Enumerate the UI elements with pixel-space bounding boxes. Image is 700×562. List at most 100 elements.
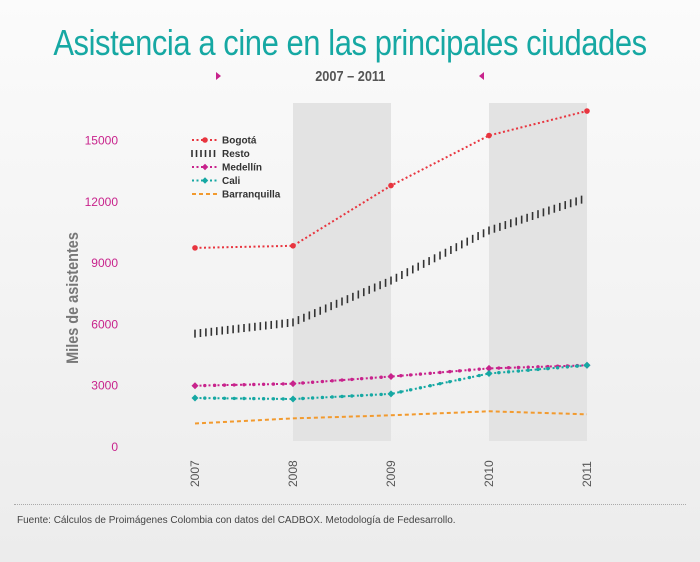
data-point xyxy=(387,373,395,381)
x-tick-label: 2008 xyxy=(286,460,300,487)
source-note: Fuente: Cálculos de Proimágenes Colombia… xyxy=(17,515,456,526)
series-marker-dot xyxy=(281,397,285,401)
data-point xyxy=(388,182,394,189)
series-marker-dot xyxy=(379,375,383,379)
series-marker-dot xyxy=(261,396,266,401)
series-marker-dot xyxy=(379,392,383,397)
x-tick-label: 2007 xyxy=(188,460,202,487)
legend-label: Bogotá xyxy=(222,136,257,147)
legend-marker xyxy=(202,137,208,143)
legend-marker xyxy=(201,177,209,184)
series-marker-dot xyxy=(350,394,354,398)
x-tick-label: 2011 xyxy=(580,461,594,487)
data-point xyxy=(584,108,590,114)
y-tick-label: 12000 xyxy=(85,195,119,209)
y-tick-label: 0 xyxy=(111,440,118,454)
series-marker-dot xyxy=(222,396,227,400)
series-marker-dot xyxy=(575,364,579,368)
series-marker-dot xyxy=(516,369,521,373)
data-point xyxy=(191,394,199,402)
series-marker-dot xyxy=(399,374,403,378)
data-point xyxy=(191,382,199,390)
series-marker-dot xyxy=(536,365,540,369)
series-marker-dot xyxy=(359,393,364,398)
series-marker-dot xyxy=(506,366,511,370)
series-marker-dot xyxy=(448,369,452,374)
legend-label: Medellín xyxy=(222,163,262,174)
series-marker-dot xyxy=(399,390,403,394)
data-point xyxy=(289,380,297,388)
subtitle-row: 2007 – 2011 xyxy=(0,66,700,86)
legend-marker xyxy=(201,163,209,171)
legend-label: Resto xyxy=(222,149,250,160)
series-marker-dot xyxy=(506,370,511,374)
series-marker-dot xyxy=(232,383,236,387)
x-tick-label: 2010 xyxy=(482,460,496,487)
chart-subtitle: 2007 – 2011 xyxy=(314,67,386,85)
line-chart: 0 3000 6000 9000 12000 15000 2007 2008 2009 2010 2… xyxy=(85,103,594,487)
data-point xyxy=(486,132,492,139)
series-marker-dot xyxy=(418,372,423,376)
series-marker-dot xyxy=(301,396,305,401)
series-marker-dot xyxy=(281,382,285,386)
series-marker-dot xyxy=(310,380,315,384)
series-marker-dot xyxy=(212,396,217,400)
data-point xyxy=(387,390,395,398)
series-marker-dot xyxy=(438,370,442,375)
series-marker-dot xyxy=(252,396,256,401)
shaded-band-0 xyxy=(293,103,391,441)
series-marker-dot xyxy=(330,379,334,383)
series-marker-dot xyxy=(232,396,236,401)
series-marker-dot xyxy=(242,383,246,387)
series-marker-dot xyxy=(536,367,540,372)
series-marker-dot xyxy=(408,373,413,377)
series-marker-dot xyxy=(467,368,472,372)
series-marker-dot xyxy=(565,365,570,369)
series-marker-dot xyxy=(320,395,325,400)
series-marker-dot xyxy=(418,386,423,390)
series-marker-dot xyxy=(320,379,325,384)
data-point xyxy=(289,395,297,403)
data-point xyxy=(583,361,591,369)
triangle-left-icon xyxy=(479,72,485,80)
series-marker-dot xyxy=(359,376,364,381)
x-tick-label: 2009 xyxy=(384,460,398,487)
triangle-right-icon xyxy=(215,72,221,80)
series-marker-dot xyxy=(252,382,256,387)
series-marker-dot xyxy=(526,365,530,369)
chart-title: Asistencia a cine en las principales ciu… xyxy=(53,22,647,63)
series-marker-dot xyxy=(212,383,217,388)
series-marker-dot xyxy=(438,381,442,386)
series-marker-dot xyxy=(526,368,530,372)
series-marker-dot xyxy=(477,367,481,371)
series-marker-dot xyxy=(497,366,501,370)
series-marker-dot xyxy=(516,365,521,370)
series-line-3 xyxy=(194,364,588,401)
series-marker-dot xyxy=(203,383,207,388)
y-tick-label: 3000 xyxy=(91,379,118,393)
series-marker-dot xyxy=(340,394,344,399)
series-marker-dot xyxy=(477,373,481,378)
series-marker-dot xyxy=(467,375,472,380)
series-marker-dot xyxy=(310,396,315,400)
series-marker-dot xyxy=(546,366,550,371)
data-point xyxy=(485,364,493,372)
y-tick-label: 6000 xyxy=(91,317,118,331)
series-marker-dot xyxy=(242,396,246,401)
data-point xyxy=(192,245,198,251)
series-marker-dot xyxy=(457,369,462,373)
data-point xyxy=(485,369,493,377)
series-marker-dot xyxy=(448,379,452,384)
series-marker-dot xyxy=(330,395,334,399)
series-marker-dot xyxy=(261,382,266,386)
series-marker-dot xyxy=(203,396,207,400)
data-point xyxy=(290,243,296,249)
series-marker-dot xyxy=(369,393,374,397)
divider xyxy=(14,504,686,505)
series-marker-dot xyxy=(428,384,432,388)
series-marker-dot xyxy=(428,371,432,375)
series-marker-dot xyxy=(222,383,227,387)
series-marker-dot xyxy=(340,378,344,382)
series-marker-dot xyxy=(301,381,305,385)
series-marker-dot xyxy=(457,377,462,382)
